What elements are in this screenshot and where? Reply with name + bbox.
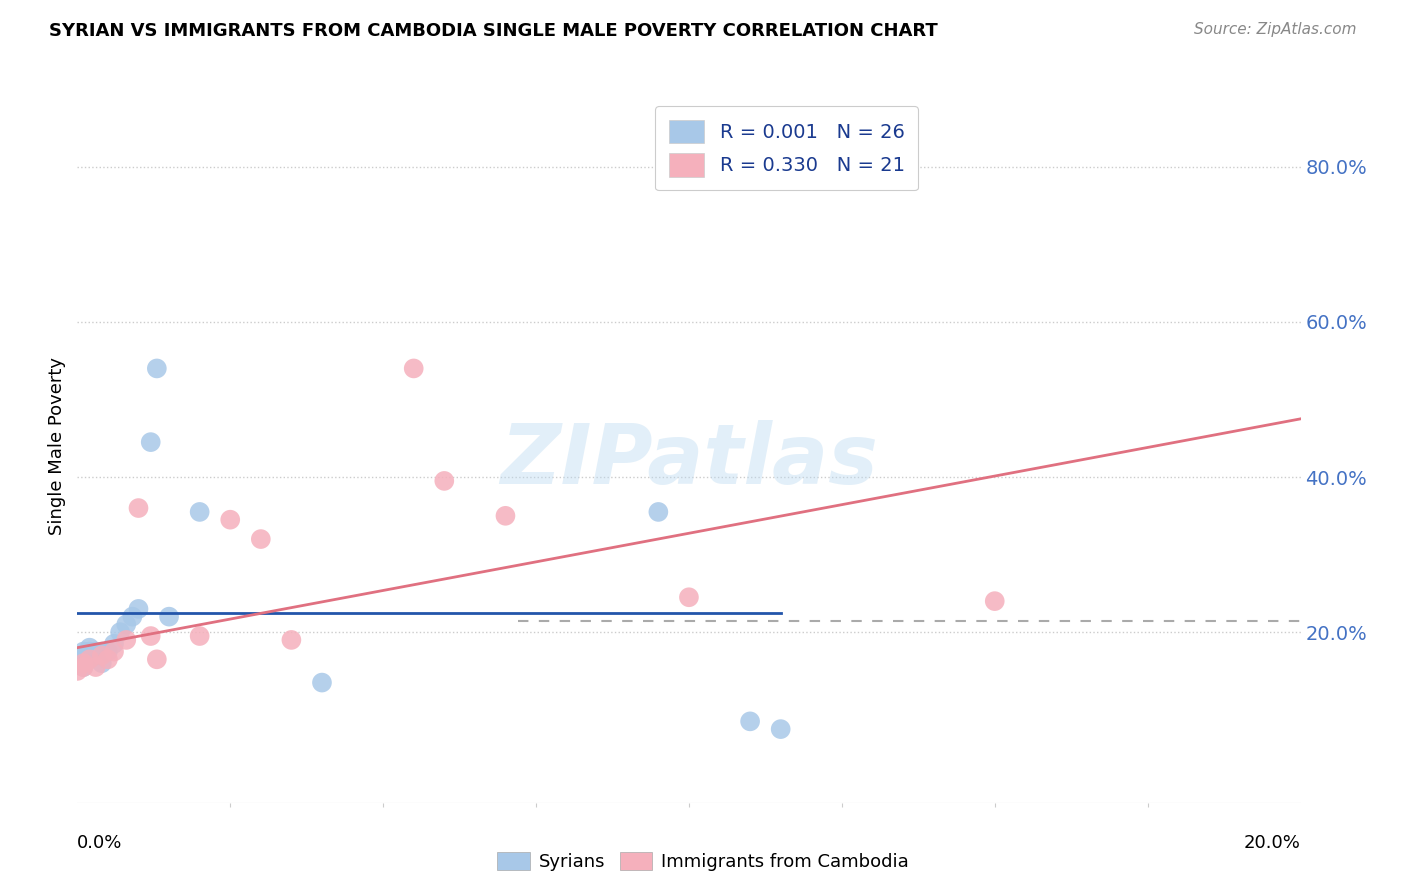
Point (139, 629, 162, 643)
Point (280, 632, 302, 647)
Point (647, 505, 669, 519)
Point (84, 660, 107, 674)
Point (72, 660, 94, 674)
Point (72, 660, 94, 674)
Point (115, 632, 138, 647)
Point (311, 675, 333, 690)
Point (90, 644, 112, 658)
Point (188, 505, 211, 519)
Point (90, 648, 112, 663)
Point (146, 652, 169, 666)
Point (219, 513, 242, 527)
Point (79, 640, 101, 655)
Point (121, 609, 143, 624)
Point (90, 656, 112, 670)
Point (157, 609, 180, 624)
Point (188, 629, 211, 643)
Point (433, 474, 456, 488)
Point (984, 594, 1007, 608)
Point (79, 652, 101, 666)
Point (678, 591, 700, 605)
Point (84, 644, 107, 658)
Point (72, 648, 94, 663)
Point (108, 625, 131, 640)
Point (769, 722, 792, 736)
Point (127, 602, 149, 616)
Point (250, 532, 273, 546)
Point (79, 652, 101, 666)
Point (72, 644, 94, 658)
Point (103, 644, 125, 658)
Text: ZIPatlas: ZIPatlas (501, 420, 877, 500)
Point (127, 501, 149, 516)
Point (72, 656, 94, 670)
Point (115, 617, 138, 632)
Text: 0.0%: 0.0% (77, 834, 122, 852)
Point (97, 644, 120, 658)
Text: 20.0%: 20.0% (1244, 834, 1301, 852)
Point (72, 652, 94, 666)
Point (66, 664, 89, 678)
Point (146, 361, 169, 376)
Point (495, 508, 517, 523)
Point (139, 435, 162, 450)
Point (79, 644, 101, 658)
Legend: Syrians, Immigrants from Cambodia: Syrians, Immigrants from Cambodia (489, 845, 917, 879)
Point (103, 637, 125, 651)
Legend: R = 0.001   N = 26, R = 0.330   N = 21: R = 0.001 N = 26, R = 0.330 N = 21 (655, 106, 918, 191)
Point (84, 648, 107, 663)
Point (97, 652, 120, 666)
Text: Source: ZipAtlas.com: Source: ZipAtlas.com (1194, 22, 1357, 37)
Text: SYRIAN VS IMMIGRANTS FROM CAMBODIA SINGLE MALE POVERTY CORRELATION CHART: SYRIAN VS IMMIGRANTS FROM CAMBODIA SINGL… (49, 22, 938, 40)
Point (402, 361, 425, 376)
Point (740, 714, 762, 729)
Point (66, 656, 89, 670)
Y-axis label: Single Male Poverty: Single Male Poverty (48, 357, 66, 535)
